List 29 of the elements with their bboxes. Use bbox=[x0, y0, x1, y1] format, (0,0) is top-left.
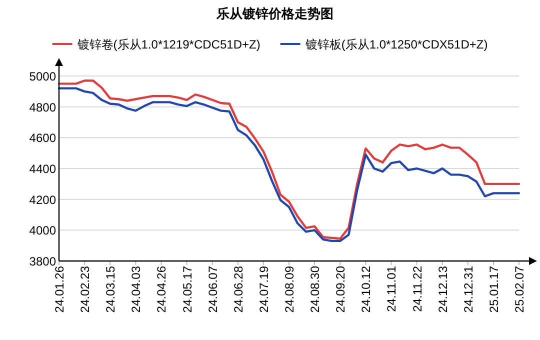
y-tick-label: 3800 bbox=[29, 254, 56, 268]
x-tick-label: 24.10.12 bbox=[359, 266, 374, 313]
x-tick-label: 24.04.26 bbox=[154, 266, 169, 313]
x-tick-label: 24.08.09 bbox=[282, 266, 296, 313]
y-tick-label: 4000 bbox=[29, 224, 56, 238]
x-tick-label: 24.12.31 bbox=[461, 266, 476, 313]
x-tick-label: 24.09.20 bbox=[334, 266, 348, 313]
x-tick-label: 25.02.07 bbox=[512, 266, 526, 313]
x-tick-label: 24.06.28 bbox=[231, 266, 246, 313]
legend-label: 镀锌卷(乐从1.0*1219*CDC51D+Z) bbox=[76, 38, 260, 52]
legend-label: 镀锌板(乐从1.0*1250*CDX51D+Z) bbox=[304, 38, 488, 52]
x-tick-label: 24.12.13 bbox=[436, 266, 450, 313]
y-tick-label: 4200 bbox=[29, 192, 56, 207]
chart-title: 乐从镀锌价格走势图 bbox=[216, 6, 334, 21]
y-tick-label: 4800 bbox=[29, 100, 56, 114]
x-tick-label: 24.05.17 bbox=[180, 266, 194, 313]
y-tick-label: 4600 bbox=[29, 131, 56, 146]
x-tick-label: 24.11.22 bbox=[410, 266, 424, 312]
x-tick-label: 24.07.19 bbox=[256, 266, 271, 313]
x-tick-label: 24.01.26 bbox=[52, 266, 66, 313]
x-tick-label: 24.02.23 bbox=[78, 266, 92, 313]
x-tick-label: 24.08.30 bbox=[308, 266, 322, 313]
x-tick-label: 24.03.15 bbox=[104, 266, 118, 313]
y-tick-label: 5000 bbox=[29, 70, 56, 84]
x-tick-label: 25.01.17 bbox=[486, 266, 501, 313]
x-tick-label: 24.11.01 bbox=[384, 266, 399, 312]
x-tick-label: 24.06.07 bbox=[206, 266, 220, 313]
y-tick-label: 4400 bbox=[29, 162, 56, 176]
x-tick-label: 24.04.03 bbox=[129, 266, 144, 313]
